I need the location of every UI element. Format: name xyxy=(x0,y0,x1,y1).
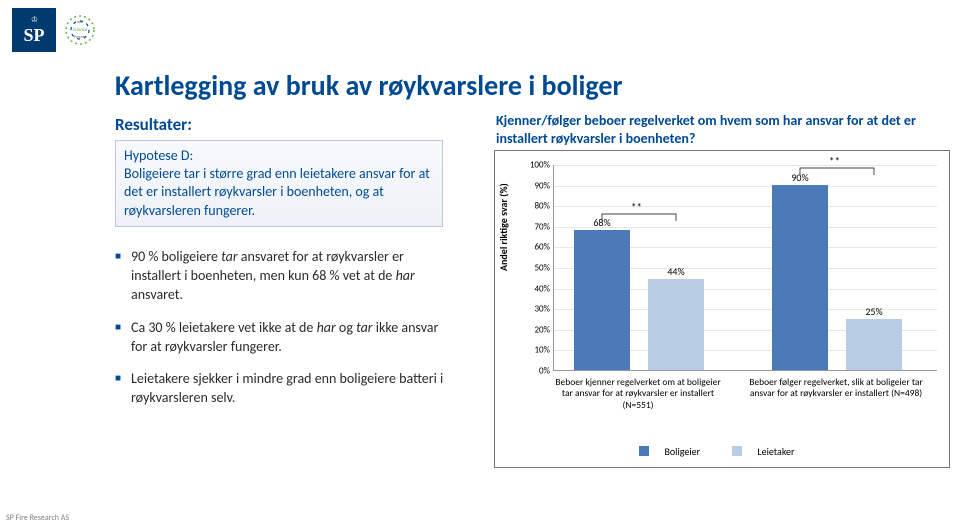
bar xyxy=(574,230,630,370)
bar xyxy=(846,319,902,371)
svg-text:your: your xyxy=(76,20,84,25)
significance-marker: ** xyxy=(631,201,642,214)
bar xyxy=(772,185,828,370)
chart-question: Kjenner/følger beboer regelverket om hve… xyxy=(496,112,926,147)
page-title: Kartlegging av bruk av røykvarslere i bo… xyxy=(115,68,622,103)
hypothesis-box: Hypotese D: Boligeiere tar i større grad… xyxy=(115,140,443,227)
bar-value-label: 25% xyxy=(846,305,902,318)
hypothesis-title: Hypotese D: xyxy=(124,147,434,165)
results-heading: Resultater: xyxy=(115,114,192,135)
legend-item: Boligeier xyxy=(639,445,710,458)
chart-frame: Andel riktige svar (%) 0%10%20%30%40%50%… xyxy=(494,150,950,468)
bar xyxy=(648,279,704,370)
bullet-list: 90 % boligeiere tar ansvaret for at røyk… xyxy=(115,248,455,422)
bar-value-label: 44% xyxy=(648,265,704,278)
science-partner-badge: your Science Partner xyxy=(60,10,100,50)
y-axis-label: Andel riktige svar (%) xyxy=(497,183,510,271)
logo-area: ♔ SP your Science Partner xyxy=(12,8,100,52)
crown-icon: ♔ xyxy=(31,16,37,24)
legend-item: Leietaker xyxy=(732,445,804,458)
significance-marker: ** xyxy=(829,155,840,168)
list-item: 90 % boligeiere tar ansvaret for at røyk… xyxy=(115,248,455,305)
footer-text: SP Fire Research AS xyxy=(6,513,69,523)
category-label: Beboer kjenner regelverket om at boligei… xyxy=(549,377,727,411)
svg-text:Partner: Partner xyxy=(74,35,87,40)
hypothesis-body: Boligeiere tar i større grad enn leietak… xyxy=(124,165,434,220)
chart-legend: Boligeier Leietaker xyxy=(495,445,949,460)
list-item: Leietakere sjekker i mindre grad enn bol… xyxy=(115,370,455,408)
svg-text:Science: Science xyxy=(73,27,88,33)
list-item: Ca 30 % leietakere vet ikke at de har og… xyxy=(115,319,455,357)
category-label: Beboer følger regelverket, slik at bolig… xyxy=(747,377,925,400)
sp-text: SP xyxy=(23,26,44,44)
plot-area: 0%10%20%30%40%50%60%70%80%90%100%68%44%*… xyxy=(553,165,937,371)
sp-logo: ♔ SP xyxy=(12,8,56,52)
